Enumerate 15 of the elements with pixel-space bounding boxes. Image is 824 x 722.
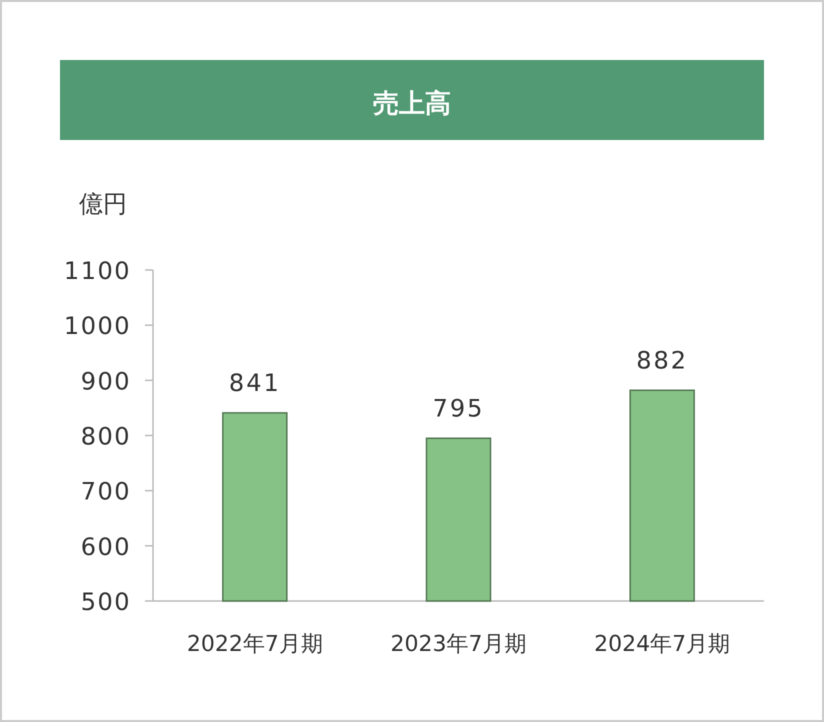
y-tick-label: 900 (80, 367, 131, 396)
y-tick-label: 700 (80, 478, 131, 506)
x-tick-label: 2022年7月期 (186, 632, 323, 657)
x-tick-label: 2023年7月期 (390, 632, 526, 657)
data-label: 882 (636, 346, 688, 374)
x-tick-label: 2024年7月期 (594, 632, 730, 657)
y-axis-title: 億円 (79, 190, 127, 218)
y-tick-label: 1100 (64, 257, 131, 285)
data-label: 795 (432, 394, 484, 422)
data-label: 841 (228, 368, 281, 397)
y-tick-label: 600 (80, 532, 131, 561)
y-tick-label: 1000 (64, 312, 131, 340)
y-tick-label: 500 (80, 588, 131, 616)
y-tick-label: 800 (80, 422, 131, 450)
chart-title: 売上高 (373, 89, 451, 119)
